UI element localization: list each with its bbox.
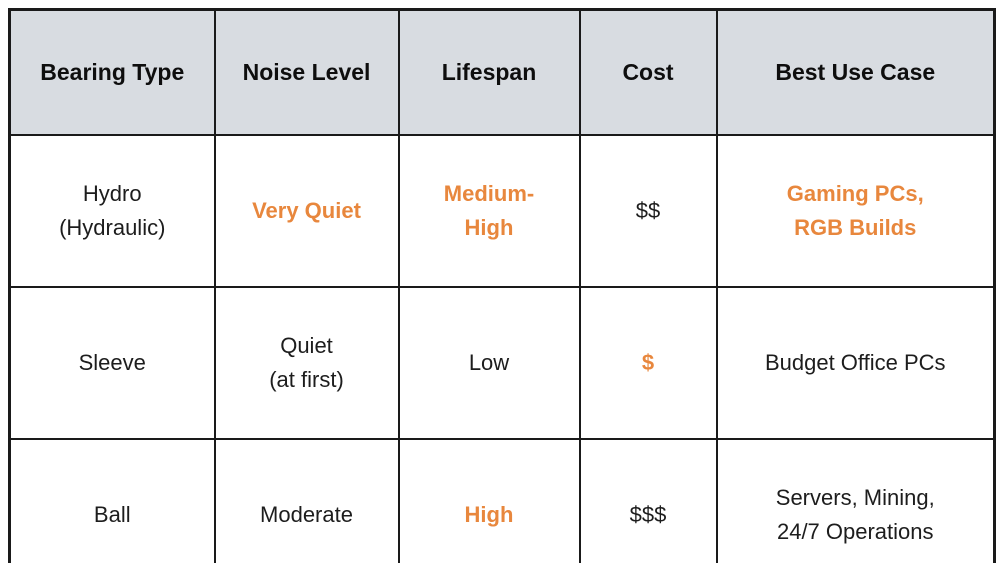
table-row-hydro: Hydro (Hydraulic) Very Quiet Medium- Hig…: [8, 134, 996, 288]
table-header-row: Bearing Type Noise Level Lifespan Cost B…: [8, 8, 996, 136]
cell-sleeve-lifespan: Low: [397, 286, 581, 440]
column-header-bearing-type: Bearing Type: [8, 8, 216, 136]
column-header-noise-level: Noise Level: [213, 8, 400, 136]
cell-ball-lifespan: High: [397, 438, 581, 563]
cell-sleeve-noise-level: Quiet (at first): [213, 286, 400, 440]
cell-hydro-cost: $$: [578, 134, 718, 288]
table-row-ball: Ball Moderate High $$$ Servers, Mining, …: [8, 438, 996, 563]
column-header-cost: Cost: [578, 8, 718, 136]
cell-hydro-best-use-case: Gaming PCs, RGB Builds: [715, 134, 996, 288]
cell-hydro-lifespan: Medium- High: [397, 134, 581, 288]
cell-sleeve-best-use-case: Budget Office PCs: [715, 286, 996, 440]
cell-sleeve-cost: $: [578, 286, 718, 440]
cell-sleeve-bearing-type: Sleeve: [8, 286, 216, 440]
cell-ball-best-use-case: Servers, Mining, 24/7 Operations: [715, 438, 996, 563]
cell-hydro-bearing-type: Hydro (Hydraulic): [8, 134, 216, 288]
cell-ball-bearing-type: Ball: [8, 438, 216, 563]
column-header-lifespan: Lifespan: [397, 8, 581, 136]
cell-ball-cost: $$$: [578, 438, 718, 563]
cell-ball-noise-level: Moderate: [213, 438, 400, 563]
column-header-best-use-case: Best Use Case: [715, 8, 996, 136]
table-row-sleeve: Sleeve Quiet (at first) Low $ Budget Off…: [8, 286, 996, 440]
cell-hydro-noise-level: Very Quiet: [213, 134, 400, 288]
bearing-comparison-table: Bearing Type Noise Level Lifespan Cost B…: [8, 8, 996, 563]
